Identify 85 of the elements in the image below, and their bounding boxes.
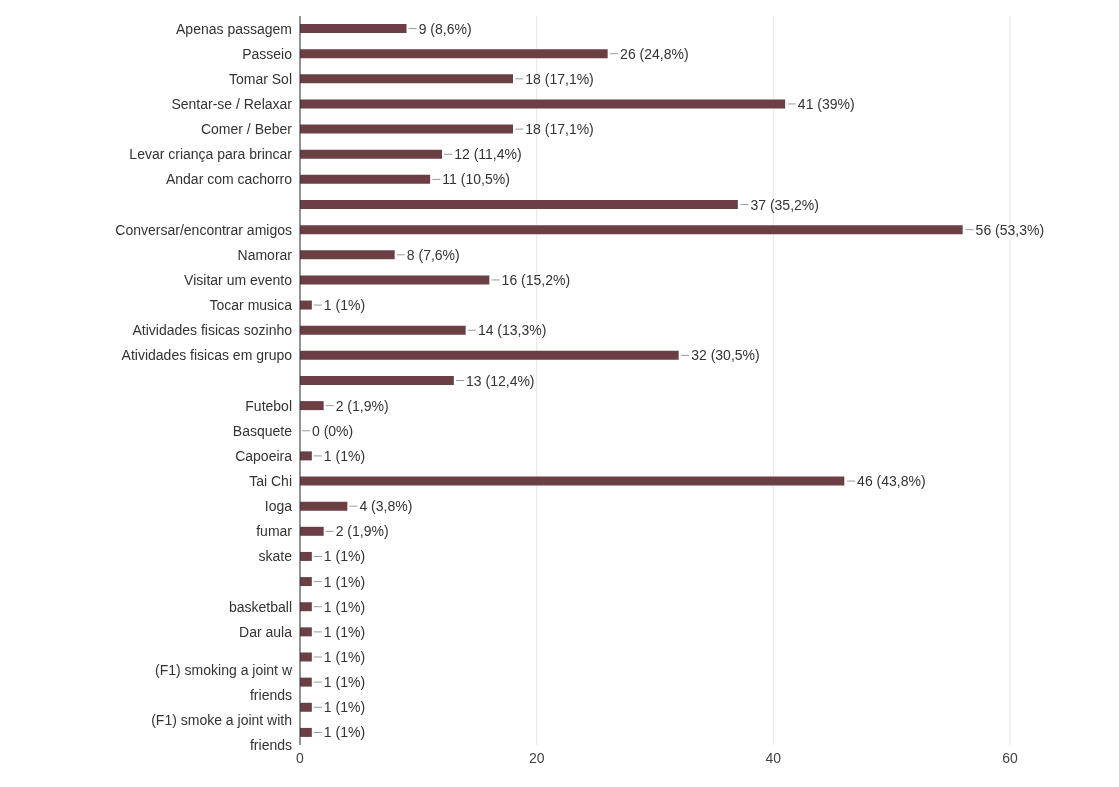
y-tick-label: Conversar/encontrar amigos [115, 221, 292, 238]
data-label: 1 (1%) [323, 447, 366, 464]
bar [300, 49, 608, 59]
y-tick-label: Tomar Sol [228, 70, 292, 87]
y-tick-label: Capoeira [235, 447, 293, 464]
data-label: 18 (17,1%) [525, 121, 594, 138]
bar [300, 652, 312, 662]
data-label: 1 (1%) [323, 548, 366, 565]
x-tick-label: 60 [1002, 749, 1018, 766]
data-label: 14 (13,3%) [477, 322, 547, 339]
data-label: 46 (43,8%) [857, 473, 926, 490]
y-tick-label: Dar aula [239, 623, 293, 640]
bar [300, 577, 312, 587]
data-label: 1 (1%) [323, 573, 366, 590]
y-tick-label: skate [258, 548, 293, 565]
data-label: 12 (11,4%) [454, 146, 522, 163]
data-label: 4 (3,8%) [359, 498, 413, 515]
data-label: 37 (35,2%) [750, 196, 819, 213]
bar [300, 300, 312, 310]
data-label: 13 (12,4%) [466, 372, 535, 389]
bar [300, 401, 324, 411]
bar [300, 74, 513, 84]
bar [300, 250, 395, 260]
y-tick-label: basketball [228, 598, 292, 615]
y-tick-label: Ioga [264, 498, 293, 515]
bar [300, 350, 679, 360]
y-tick-label: Apenas passagem [176, 20, 292, 37]
y-tick-label: Levar criança para brincar [129, 146, 293, 163]
data-label: 2 (1,9%) [335, 523, 389, 540]
y-tick-label: (F1) smoking a joint w friends [155, 661, 293, 703]
bar [300, 451, 312, 461]
bar [300, 124, 513, 134]
bar [300, 225, 963, 235]
y-tick-label: Sentar-se / Relaxar [171, 95, 293, 112]
y-tick-label: (F1) smoke a joint with friends [151, 711, 292, 753]
bar [300, 476, 845, 486]
bar [300, 702, 312, 712]
y-tick-label: Atividades fisicas sozinho [132, 322, 293, 339]
bar [300, 275, 490, 285]
x-tick-label: 20 [528, 749, 545, 766]
bar [300, 677, 312, 687]
bar [300, 174, 431, 184]
bar [300, 325, 466, 335]
bar [300, 501, 348, 511]
y-tick-label: Visitar um evento [184, 271, 293, 288]
y-tick-label: Andar com cachorro [165, 171, 293, 188]
y-tick-label: fumar [256, 523, 293, 540]
data-label: 1 (1%) [323, 297, 366, 314]
data-label: 41 (39%) [797, 95, 855, 112]
y-tick-label: Tai Chi [249, 473, 292, 490]
y-tick-label: Comer / Beber [200, 121, 293, 138]
data-label: 1 (1%) [323, 623, 366, 640]
bar [300, 526, 324, 536]
bar [300, 727, 312, 737]
bar [300, 200, 738, 210]
data-label: 1 (1%) [323, 649, 366, 666]
bar [300, 551, 312, 561]
y-tick-label: Tocar musica [209, 297, 293, 314]
bar [300, 24, 407, 34]
y-tick-label: Futebol [245, 397, 292, 414]
data-label: 11 (10,5%) [442, 171, 510, 188]
data-label: 26 (24,8%) [620, 45, 689, 62]
data-label: 0 (0%) [312, 422, 354, 439]
x-tick-label: 40 [765, 749, 782, 766]
data-label: 32 (30,5%) [691, 347, 760, 364]
data-label: 2 (1,9%) [335, 397, 389, 414]
bar [300, 627, 312, 637]
bar [300, 99, 786, 109]
data-label: 1 (1%) [323, 699, 366, 716]
bar [300, 375, 454, 385]
y-tick-label: Passeio [242, 45, 293, 62]
data-label: 1 (1%) [323, 598, 366, 615]
x-tick-label: 0 [296, 749, 305, 766]
y-tick-label: Namorar [237, 246, 293, 263]
data-label: 1 (1%) [323, 724, 366, 741]
y-tick-label: Basquete [232, 422, 293, 439]
y-tick-label: Atividades fisicas em grupo [121, 347, 293, 364]
data-label: 9 (8,6%) [418, 20, 472, 37]
data-label: 56 (53,3%) [975, 221, 1045, 238]
bar [300, 602, 312, 612]
data-label: 8 (7,6%) [406, 246, 460, 263]
data-label: 16 (15,2%) [501, 271, 571, 288]
data-label: 1 (1%) [323, 674, 366, 691]
data-label: 18 (17,1%) [525, 70, 594, 87]
bar [300, 149, 442, 159]
